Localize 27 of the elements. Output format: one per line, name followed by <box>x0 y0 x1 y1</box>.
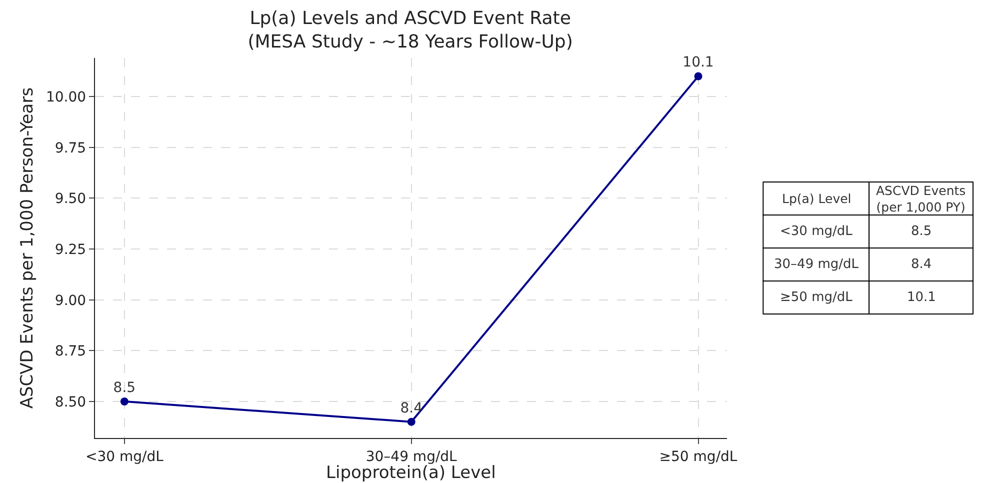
data-label: 8.4 <box>400 400 423 416</box>
category-label: ≥50 mg/dL <box>780 290 854 305</box>
y-tick-label: 8.75 <box>54 344 86 360</box>
chart-title: Lp(a) Levels and ASCVD Event Rate (MESA Study - ~18 Years Follow-Up) <box>248 8 573 53</box>
text: ASCVD Events (per 1,000 PY) <box>876 183 966 214</box>
y-tick-label: 8.50 <box>54 394 86 410</box>
point <box>120 397 128 406</box>
y-axis-title: ASCVD Events per 1,000 Person-Years <box>18 87 38 409</box>
data-label: 8.5 <box>113 380 136 396</box>
point <box>407 418 416 426</box>
y-tick-label: 9.00 <box>54 292 86 309</box>
category-label: 30–49 mg/dL <box>774 257 860 272</box>
data-label: 8.5 <box>911 224 932 239</box>
x-tick-label: 30–49 mg/dL <box>366 448 458 465</box>
x-axis-title: Lipoprotein(a) Level <box>326 463 496 483</box>
x-tick-label: ≥50 mg/dL <box>659 448 738 465</box>
y-tick-label: 10.00 <box>46 89 86 106</box>
y-tick-label: 9.50 <box>54 191 86 208</box>
data-label: 10.1 <box>907 290 936 305</box>
y-tick-label: 9.25 <box>54 242 86 258</box>
x-tick-label: <30 mg/dL <box>85 448 164 465</box>
data-label: 8.4 <box>911 257 932 272</box>
point <box>694 72 702 80</box>
y-tick-label: 9.75 <box>54 140 86 156</box>
data-label: 10.1 <box>682 54 714 71</box>
text: Lp(a) Level <box>782 191 852 206</box>
category-label: <30 mg/dL <box>780 224 854 239</box>
